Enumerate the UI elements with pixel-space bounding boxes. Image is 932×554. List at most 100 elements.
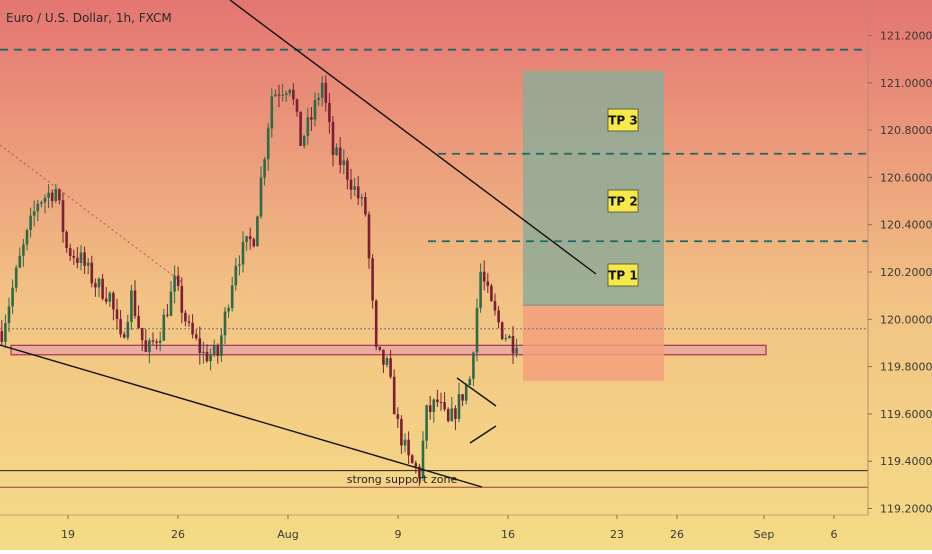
candle xyxy=(324,75,328,112)
x-tick-label: 23 xyxy=(610,528,624,541)
candle xyxy=(284,90,288,103)
candle xyxy=(61,192,65,243)
candle-body xyxy=(101,278,104,299)
candle-body xyxy=(403,439,407,446)
chart-title: Euro / U.S. Dollar, 1h, FXCM xyxy=(6,11,172,25)
candle xyxy=(274,89,277,97)
candle xyxy=(238,255,241,276)
candle-body xyxy=(504,338,508,340)
candle-body xyxy=(104,298,108,302)
candle-body xyxy=(342,160,346,165)
candle-body xyxy=(270,96,274,129)
label-text: TP 2 xyxy=(608,195,638,209)
candle-body xyxy=(173,275,176,292)
candle-body xyxy=(457,394,461,419)
candle xyxy=(65,230,68,253)
candle xyxy=(22,238,25,267)
candle-body xyxy=(216,345,220,356)
candle xyxy=(403,433,407,453)
candle xyxy=(151,332,155,345)
candle xyxy=(29,207,32,238)
candle-body xyxy=(374,300,378,347)
candle xyxy=(396,407,400,428)
candle xyxy=(115,298,119,330)
candle xyxy=(202,341,205,364)
candle-body xyxy=(86,262,90,266)
candle-body xyxy=(382,349,385,365)
candle-body xyxy=(40,202,43,204)
candle-body xyxy=(32,211,36,216)
candle xyxy=(50,189,54,208)
candle-body xyxy=(108,292,112,302)
candle xyxy=(346,157,349,190)
candle-body xyxy=(29,215,32,230)
candle xyxy=(317,93,320,106)
candle-body xyxy=(212,345,216,355)
candle xyxy=(331,116,335,167)
candle xyxy=(140,327,144,352)
candle-body xyxy=(468,378,472,386)
candle-body xyxy=(238,264,241,266)
candle xyxy=(421,431,425,482)
candle-body xyxy=(508,336,511,339)
candle-body xyxy=(436,399,439,403)
x-tick-label: 26 xyxy=(171,528,185,541)
y-tick-label: 119.40000 xyxy=(880,455,932,468)
candle-body xyxy=(432,399,436,412)
label-box xyxy=(607,108,639,132)
candle xyxy=(187,314,191,328)
candle-body xyxy=(497,310,500,323)
candle-body xyxy=(439,402,443,404)
candle xyxy=(497,305,500,329)
candle xyxy=(457,382,461,423)
pennant-lower xyxy=(469,425,497,444)
candle-body xyxy=(72,255,76,258)
candle xyxy=(360,193,364,207)
candle-body xyxy=(313,100,317,120)
tp3-label: TP 3 xyxy=(607,108,639,132)
candle xyxy=(169,281,173,317)
candle-body xyxy=(43,197,47,203)
candle xyxy=(493,293,497,316)
dotted-trendline xyxy=(0,144,184,284)
candle xyxy=(464,383,468,405)
candle xyxy=(454,405,457,431)
candle-body xyxy=(7,306,11,324)
candle xyxy=(234,258,238,291)
candle xyxy=(32,200,36,227)
candle-body xyxy=(356,186,360,199)
candle-body xyxy=(54,189,58,201)
candle-body xyxy=(259,177,263,217)
candle xyxy=(410,454,414,464)
candle-body xyxy=(364,197,367,215)
candle-body xyxy=(256,216,259,247)
x-tick-label: Sep xyxy=(754,528,775,541)
candle-body xyxy=(349,179,353,190)
candle xyxy=(40,200,43,208)
candle-body xyxy=(126,322,130,338)
candle-body xyxy=(162,314,166,341)
candle xyxy=(108,291,112,308)
candle-body xyxy=(115,309,119,319)
candle-body xyxy=(68,248,72,256)
candle-body xyxy=(119,318,122,335)
candle-body xyxy=(396,414,400,420)
candle xyxy=(486,272,490,293)
candle-body xyxy=(479,271,482,309)
candle-body xyxy=(464,385,468,401)
candle-body xyxy=(515,347,518,354)
candle-body xyxy=(486,281,490,286)
position-profit-zone xyxy=(523,70,664,306)
candle-body xyxy=(11,287,14,307)
candle-body xyxy=(169,291,173,316)
candle-body xyxy=(317,97,320,101)
candle xyxy=(425,404,428,449)
candle xyxy=(248,227,252,250)
candle xyxy=(94,278,97,297)
candle xyxy=(400,415,403,454)
candle xyxy=(166,303,169,318)
candle-body xyxy=(263,159,266,178)
label-box xyxy=(607,263,639,287)
